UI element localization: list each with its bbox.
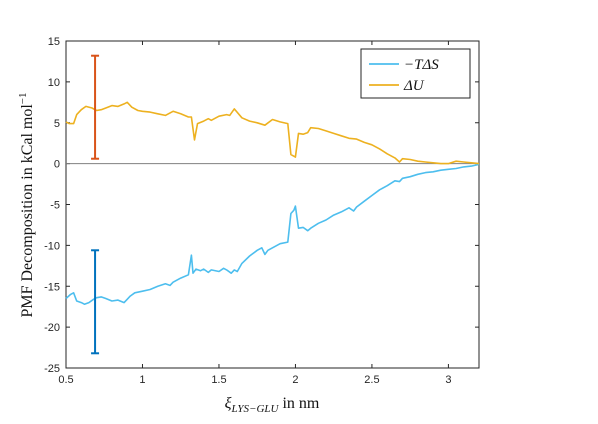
x-tick-label: 1.5 xyxy=(211,374,226,386)
y-tick-label: -20 xyxy=(44,322,60,334)
x-tick-label: 2.5 xyxy=(364,374,379,386)
x-tick-label: 0.5 xyxy=(58,374,73,386)
x-tick-label: 3 xyxy=(445,374,451,386)
x-tick-label: 2 xyxy=(292,374,298,386)
x-tick-label: 1 xyxy=(139,374,145,386)
series-line-0 xyxy=(65,163,480,306)
y-tick-label: -10 xyxy=(44,240,60,252)
x-axis-label: ξLYS−GLU in nm xyxy=(225,395,320,415)
series-line-1 xyxy=(65,101,480,165)
ticks: 0.5 1 1.5 2 2.5 3 -25 -20 -15 -10 -5 0 5 10 15 xyxy=(44,36,479,386)
y-tick-label: 10 xyxy=(48,77,60,89)
y-axis-label: PMF Decomposition in kCal mol−1 xyxy=(17,92,36,317)
y-tick-label: 5 xyxy=(54,118,60,130)
y-tick-label: -25 xyxy=(44,363,60,375)
legend: −TΔS ΔU xyxy=(360,48,471,99)
legend-label-1: ΔU xyxy=(403,78,425,94)
y-tick-label: -15 xyxy=(44,281,60,293)
legend-box xyxy=(360,48,471,99)
plot-area xyxy=(65,54,480,355)
y-tick-label: 0 xyxy=(54,159,60,171)
y-tick-label: 15 xyxy=(48,36,60,48)
legend-label-0: −TΔS xyxy=(404,57,439,73)
y-tick-label: -5 xyxy=(50,200,60,212)
